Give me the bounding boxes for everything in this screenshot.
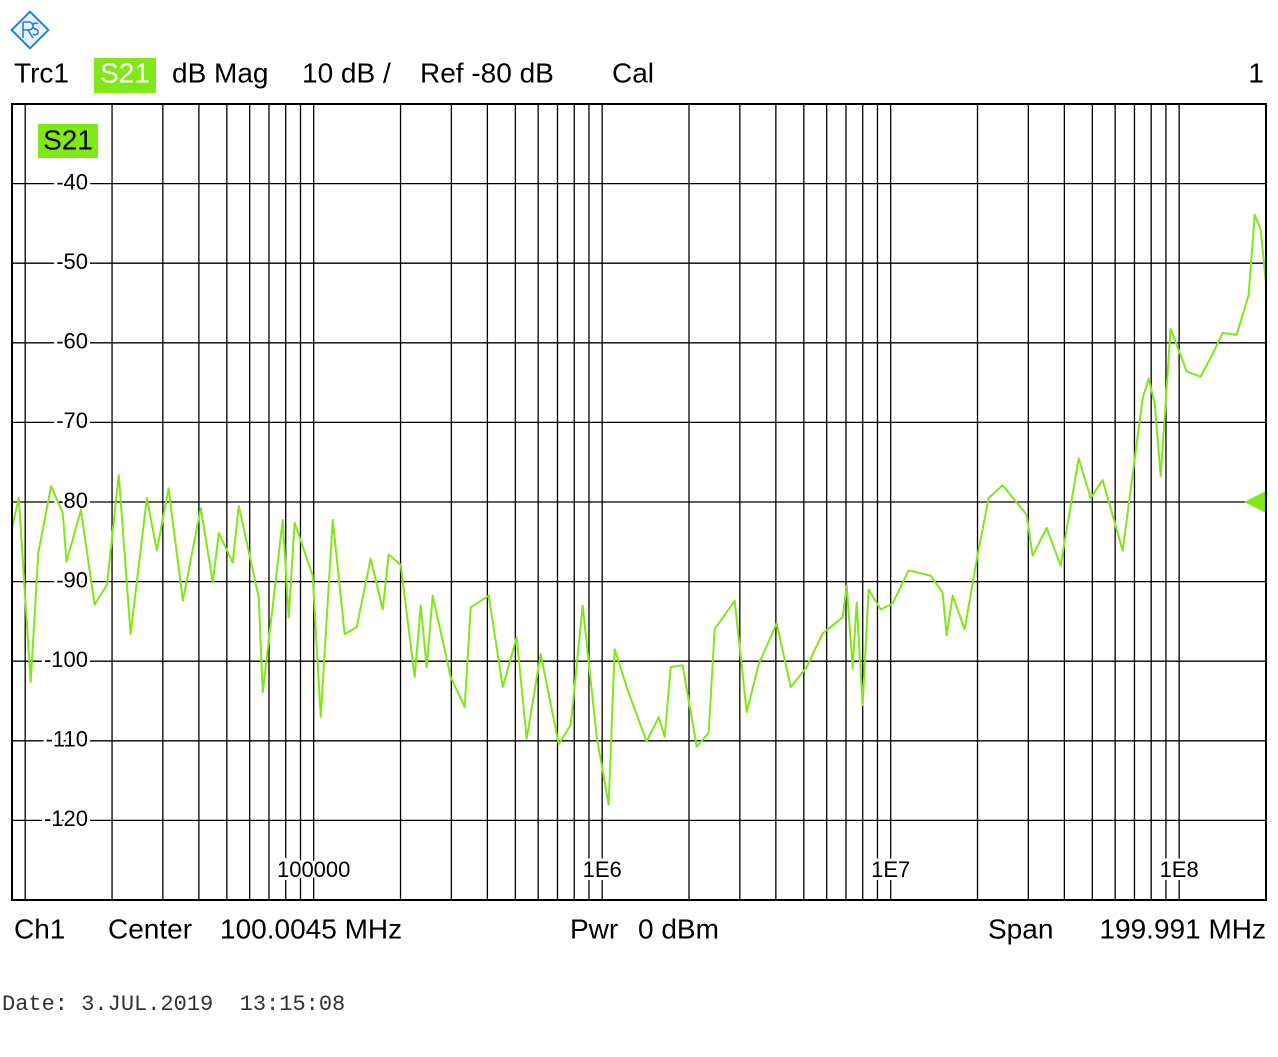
legend-entry: S21 (43, 124, 93, 155)
power-label: Pwr (570, 913, 618, 944)
window-number: 1 (1248, 57, 1264, 88)
center-value: 100.0045 MHz (220, 913, 402, 944)
power-value: 0 dBm (638, 913, 719, 944)
y-tick-label: -100 (44, 647, 88, 672)
plot-frame (11, 103, 1267, 901)
y-tick-label: -60 (56, 329, 88, 354)
y-tick-label: -70 (56, 408, 88, 433)
timestamp: Date: 3.JUL.2019 13:15:08 (2, 992, 345, 1017)
center-label: Center (108, 913, 192, 944)
trace-scale: 10 dB / (302, 57, 391, 88)
y-tick-label: -50 (56, 249, 88, 274)
span-label: Span (988, 913, 1053, 944)
logo (10, 10, 50, 50)
legend-badge (38, 124, 98, 158)
x-tick-label: 1E6 (583, 857, 622, 882)
logo-glyph (22, 21, 39, 39)
y-tick-label: -90 (56, 567, 88, 592)
y-tick-label: -80 (56, 488, 88, 513)
trace-parameter: S21 (100, 57, 150, 88)
span-value: 199.991 MHz (1099, 913, 1266, 944)
trace-name: Trc1 (14, 57, 69, 88)
x-tick-label: 100000 (277, 857, 350, 882)
cal-status: Cal (612, 57, 654, 88)
y-tick-label: -120 (44, 806, 88, 831)
trace-format: dB Mag (172, 57, 269, 88)
trace-reference: Ref -80 dB (420, 57, 554, 88)
channel: Ch1 (14, 913, 65, 944)
x-tick-label: 1E7 (871, 857, 910, 882)
trace-line (11, 213, 1267, 806)
x-tick-label: 1E8 (1160, 857, 1199, 882)
trace-badge (94, 58, 156, 93)
plot-area: 100000 1E6 1E7 1E8 -40 -50 -60 -70 -80 -90 -100 -11… (11, 104, 1267, 900)
y-tick-label: -40 (56, 169, 88, 194)
reference-marker (1244, 491, 1266, 513)
y-tick-label: -110 (46, 727, 88, 752)
